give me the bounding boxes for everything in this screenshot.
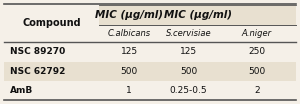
Text: Compound: Compound — [22, 18, 81, 28]
Bar — [4, 80, 296, 100]
Text: AmB: AmB — [10, 86, 34, 95]
Text: 1: 1 — [126, 86, 132, 95]
Text: 500: 500 — [248, 67, 266, 76]
Text: MIC (μg/ml): MIC (μg/ml) — [95, 10, 163, 20]
Bar — [100, 4, 296, 25]
Text: 250: 250 — [248, 48, 266, 56]
Text: 2: 2 — [254, 86, 260, 95]
Text: NSC 89270: NSC 89270 — [10, 48, 66, 56]
Bar — [4, 61, 296, 80]
Text: S.cervisiae: S.cervisiae — [166, 29, 211, 38]
Bar — [4, 43, 296, 61]
Text: 125: 125 — [180, 48, 197, 56]
Text: 500: 500 — [180, 67, 197, 76]
Text: 0.25-0.5: 0.25-0.5 — [170, 86, 208, 95]
Text: 500: 500 — [121, 67, 138, 76]
Text: 125: 125 — [121, 48, 138, 56]
Text: NSC 62792: NSC 62792 — [10, 67, 66, 76]
Text: C.albicans: C.albicans — [108, 29, 151, 38]
Text: A.niger: A.niger — [242, 29, 272, 38]
Text: MIC (μg/ml): MIC (μg/ml) — [164, 10, 232, 20]
